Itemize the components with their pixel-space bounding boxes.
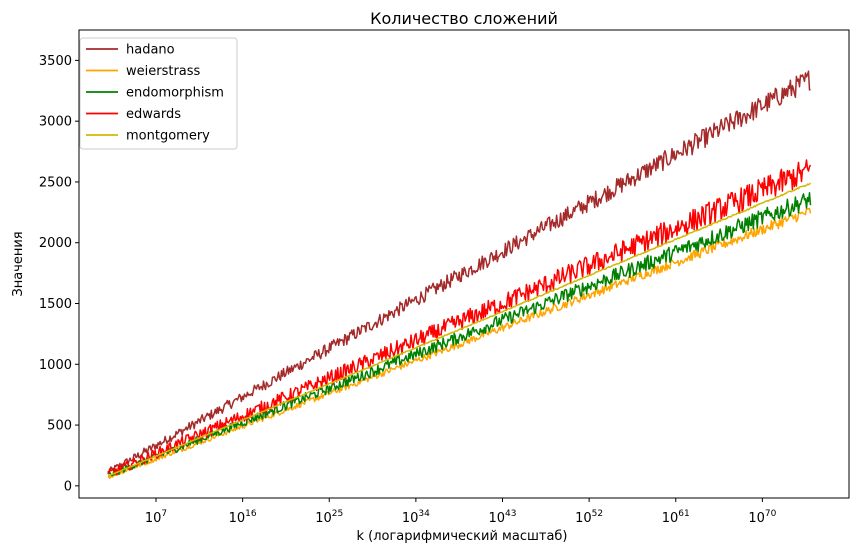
series-line-weierstrass xyxy=(107,207,812,480)
y-tick-label: 500 xyxy=(47,419,72,434)
series-line-hadano xyxy=(107,70,811,475)
series-line-montgomery xyxy=(107,182,812,477)
series-layer xyxy=(107,70,812,480)
x-tick-label: 1043 xyxy=(489,509,517,526)
y-tick-label: 3000 xyxy=(39,115,72,130)
legend-label-montgomery: montgomery xyxy=(126,129,210,144)
y-tick-label: 3500 xyxy=(39,54,72,69)
y-tick-label: 1500 xyxy=(39,297,72,312)
y-axis: 0 500 1000 1500 2000 2500 3000 3500 xyxy=(39,54,79,494)
x-tick-label: 1061 xyxy=(662,509,690,526)
x-tick-label: 1016 xyxy=(229,509,257,526)
legend-box xyxy=(79,37,238,150)
legend-label-weierstrass: weierstrass xyxy=(126,64,201,79)
chart-title: Количество сложений xyxy=(370,9,558,28)
y-tick-label: 2500 xyxy=(39,175,72,190)
x-axis: 107 1016 1025 1034 1043 1052 1061 1070 xyxy=(145,498,777,526)
y-tick-label: 1000 xyxy=(39,358,72,373)
x-tick-label: 107 xyxy=(145,509,167,526)
legend: hadano weierstrass endomorphism edwards mont… xyxy=(79,37,238,150)
x-tick-label: 1025 xyxy=(315,509,343,526)
series-line-endomorphism xyxy=(107,192,812,477)
legend-label-edwards: edwards xyxy=(126,107,181,122)
y-axis-label: Значения xyxy=(11,231,26,296)
x-tick-label: 1052 xyxy=(575,509,603,526)
y-tick-label: 2000 xyxy=(39,236,72,251)
x-tick-label: 1034 xyxy=(402,509,430,526)
legend-label-endomorphism: endomorphism xyxy=(126,86,224,101)
x-axis-label: k (логарифмический масштаб) xyxy=(356,529,567,544)
series-line-edwards xyxy=(107,159,812,476)
legend-label-hadano: hadano xyxy=(126,43,175,58)
plot-frame xyxy=(78,29,850,499)
y-tick-label: 0 xyxy=(64,479,72,494)
x-tick-label: 1070 xyxy=(748,509,776,526)
